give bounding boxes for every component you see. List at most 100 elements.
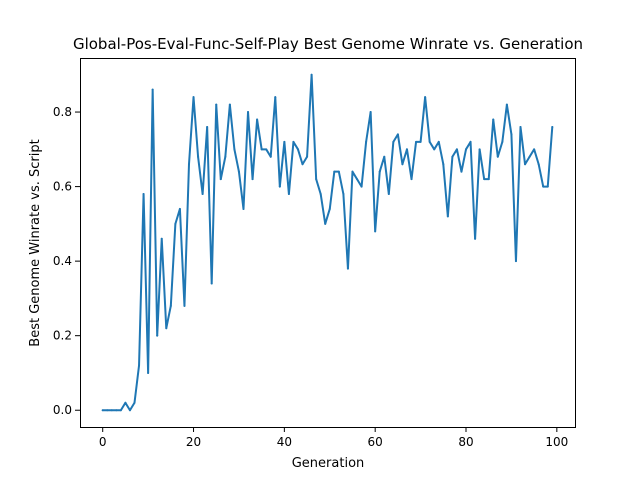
data-point [187, 163, 190, 166]
data-point [183, 304, 186, 307]
y-axis-label: Best Genome Winrate vs. Script [28, 139, 43, 346]
data-point [101, 409, 104, 412]
data-point [337, 170, 340, 173]
x-axis: 0 20 40 60 80 100 [99, 427, 568, 449]
data-point [119, 409, 122, 412]
data-point [133, 401, 136, 404]
data-point [147, 371, 150, 374]
y-axis: 0.0 0.2 0.4 0.6 0.8 [53, 105, 80, 417]
data-point [287, 193, 290, 196]
x-tick-label: 60 [368, 435, 383, 449]
data-point [356, 178, 359, 181]
data-point [319, 193, 322, 196]
data-point [292, 140, 295, 143]
data-point [192, 96, 195, 99]
data-point [496, 155, 499, 158]
data-point [269, 155, 272, 158]
data-point [124, 401, 127, 404]
data-point [528, 155, 531, 158]
data-point [324, 222, 327, 225]
data-point [174, 222, 177, 225]
data-point [410, 178, 413, 181]
x-tick-label: 100 [545, 435, 568, 449]
data-point [169, 304, 172, 307]
data-point [328, 207, 331, 210]
data-point [351, 170, 354, 173]
data-point [551, 125, 554, 128]
data-point [419, 140, 422, 143]
data-point [247, 111, 250, 114]
data-point [165, 327, 168, 330]
chart-title: Global-Pos-Eval-Func-Self-Play Best Geno… [73, 35, 583, 53]
y-tick-label: 0.4 [53, 254, 72, 268]
data-point [383, 155, 386, 158]
data-point [537, 163, 540, 166]
data-point [465, 148, 468, 151]
data-point [442, 163, 445, 166]
axes-frame [80, 58, 576, 428]
y-tick-label: 0.0 [53, 403, 72, 417]
data-point [505, 103, 508, 106]
data-point [501, 140, 504, 143]
data-point [210, 282, 213, 285]
data-point [228, 103, 231, 106]
data-point [415, 140, 418, 143]
data-point [533, 148, 536, 151]
data-point [446, 215, 449, 218]
y-tick-label: 0.8 [53, 105, 72, 119]
data-point [224, 155, 227, 158]
data-point [106, 409, 109, 412]
data-point [405, 148, 408, 151]
data-point [510, 133, 513, 136]
data-point [369, 111, 372, 114]
x-tick-label: 20 [186, 435, 201, 449]
data-point [315, 178, 318, 181]
data-point [474, 237, 477, 240]
data-point [178, 207, 181, 210]
data-point [542, 185, 545, 188]
data-point [160, 237, 163, 240]
data-point [455, 148, 458, 151]
data-point [215, 103, 218, 106]
data-point [206, 125, 209, 128]
data-point [265, 148, 268, 151]
data-point [487, 178, 490, 181]
data-point [201, 193, 204, 196]
data-point [428, 140, 431, 143]
data-point [424, 96, 427, 99]
data-point [251, 178, 254, 181]
data-point [392, 140, 395, 143]
plot-area [101, 73, 554, 412]
data-point [256, 118, 259, 121]
data-point [346, 267, 349, 270]
data-point [296, 148, 299, 151]
data-point [333, 170, 336, 173]
data-point [110, 409, 113, 412]
data-point [219, 178, 222, 181]
data-point [524, 163, 527, 166]
data-point [514, 260, 517, 263]
x-axis-label: Generation [292, 456, 365, 471]
data-point [306, 155, 309, 158]
series-line [101, 73, 554, 412]
data-point [460, 170, 463, 173]
data-point [469, 140, 472, 143]
data-point [301, 163, 304, 166]
data-point [142, 193, 145, 196]
data-point [278, 185, 281, 188]
data-point [138, 364, 141, 367]
y-tick-label: 0.2 [53, 329, 72, 343]
data-point [451, 155, 454, 158]
data-point [437, 140, 440, 143]
data-point [274, 96, 277, 99]
data-point [237, 170, 240, 173]
data-point [483, 178, 486, 181]
data-point [433, 148, 436, 151]
data-point [374, 230, 377, 233]
data-point [151, 88, 154, 91]
data-point [260, 148, 263, 151]
x-tick-label: 80 [458, 435, 473, 449]
data-point [283, 140, 286, 143]
data-point [197, 155, 200, 158]
data-point [156, 334, 159, 337]
